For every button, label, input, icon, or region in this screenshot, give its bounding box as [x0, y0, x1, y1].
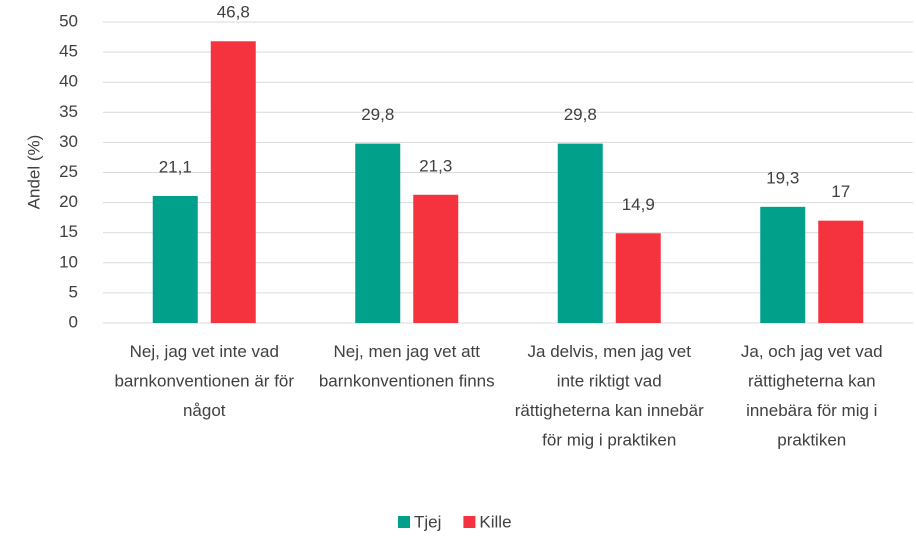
data-label: 19,3 — [766, 168, 799, 187]
x-tick-line: något — [183, 401, 226, 420]
x-tick-line: praktiken — [777, 431, 846, 450]
y-tick-label: 20 — [59, 192, 78, 211]
legend-label: Tjej — [414, 512, 441, 531]
x-tick-line: innebära för mig i — [746, 401, 877, 420]
x-tick-line: inte riktigt vad — [557, 372, 662, 391]
bar — [210, 41, 256, 323]
x-tick-label: Nej, men jag vet att barnkonventionen fin… — [319, 342, 495, 391]
y-tick-label: 35 — [59, 102, 78, 121]
data-label: 46,8 — [217, 3, 250, 22]
legend-swatch — [463, 516, 476, 528]
x-tick-line: Ja, och jag vet vad — [741, 342, 883, 361]
y-tick-label: 0 — [69, 312, 78, 331]
y-tick-label: 30 — [59, 132, 78, 151]
y-tick-label: 40 — [59, 72, 78, 91]
bar — [413, 194, 459, 323]
y-tick-label: 5 — [69, 282, 78, 301]
x-tick-line: för mig i praktiken — [542, 431, 676, 450]
y-tick-label: 50 — [59, 11, 78, 30]
y-axis-label: Andel (%) — [24, 135, 43, 210]
data-label: 17 — [831, 182, 850, 201]
x-tick-line: rättigheterna kan — [748, 372, 876, 391]
bar — [818, 220, 864, 323]
data-label: 29,8 — [564, 105, 597, 124]
data-label: 21,3 — [419, 156, 452, 175]
legend-label: Kille — [479, 512, 511, 531]
bar — [152, 195, 198, 323]
x-tick-line: Nej, jag vet inte vad — [130, 342, 279, 361]
bar — [760, 206, 806, 323]
x-tick-line: barnkonventionen finns — [319, 372, 495, 391]
legend-swatch — [398, 516, 410, 528]
x-tick-label: Nej, jag vet inte vad barnkonventionen är… — [114, 342, 294, 420]
data-label: 29,8 — [361, 105, 394, 124]
y-tick-label: 45 — [59, 42, 78, 61]
x-tick-line: Nej, men jag vet att — [334, 342, 481, 361]
x-tick-line: barnkonventionen är för — [114, 372, 294, 391]
data-label: 14,9 — [622, 195, 655, 214]
x-tick-label: Ja delvis, men jag vet inte riktigt vad rä… — [515, 342, 704, 450]
bar — [615, 233, 661, 323]
y-tick-label: 25 — [59, 162, 78, 181]
x-tick-label: Ja, och jag vet vad rättigheterna kan inne… — [741, 342, 883, 450]
x-tick-line: Ja delvis, men jag vet — [528, 342, 692, 361]
y-tick-label: 15 — [59, 222, 78, 241]
bar — [355, 143, 401, 323]
data-label: 21,1 — [159, 157, 192, 176]
x-tick-line: rättigheterna kan innebär — [515, 401, 704, 420]
y-tick-label: 10 — [59, 252, 78, 271]
bar — [557, 143, 603, 323]
